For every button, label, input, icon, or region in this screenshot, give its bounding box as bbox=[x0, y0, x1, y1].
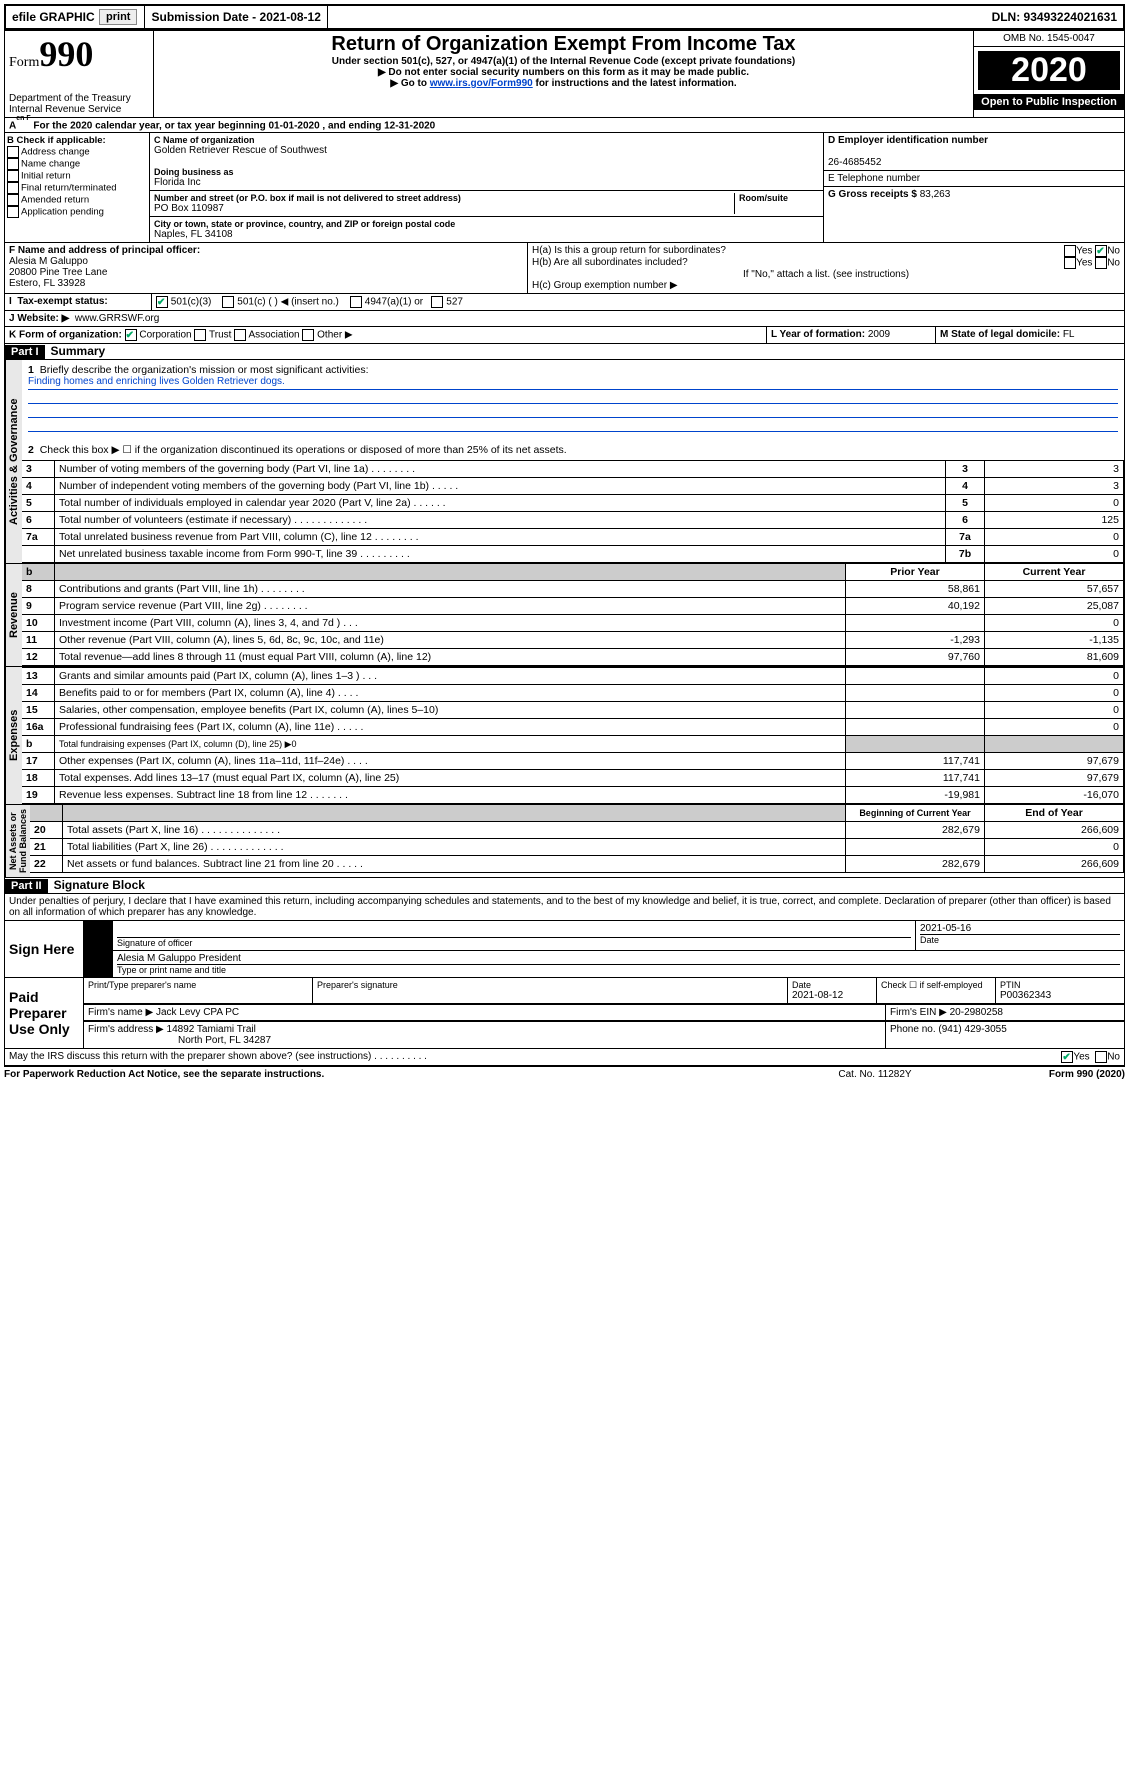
side-expenses: Expenses bbox=[5, 667, 22, 804]
subtitle-1: Under section 501(c), 527, or 4947(a)(1)… bbox=[160, 56, 967, 67]
subtitle-3: ▶ Go to www.irs.gov/Form990 for instruct… bbox=[160, 78, 967, 89]
perjury-text: Under penalties of perjury, I declare th… bbox=[4, 894, 1125, 920]
efile-label: efile GRAPHIC print bbox=[6, 6, 145, 28]
dln: DLN: 93493224021631 bbox=[986, 6, 1123, 28]
box-d: D Employer identification number 26-4685… bbox=[824, 133, 1124, 171]
box-g: G Gross receipts $ 83,263 bbox=[824, 187, 1124, 202]
omb-number: OMB No. 1545-0047 bbox=[974, 31, 1124, 47]
box-l: L Year of formation: 2009 bbox=[767, 327, 936, 343]
form-title: Return of Organization Exempt From Incom… bbox=[160, 33, 967, 56]
side-governance: Activities & Governance bbox=[5, 360, 22, 563]
firm-name: Jack Levy CPA PC bbox=[156, 1007, 239, 1018]
signature-table: Sign Here Signature of officer 2021-05-1… bbox=[4, 920, 1125, 1049]
row-klm: K Form of organization: ✔ Corporation Tr… bbox=[4, 327, 1125, 344]
box-e: E Telephone number bbox=[824, 171, 1124, 187]
street-cell: Number and street (or P.O. box if mail i… bbox=[150, 191, 823, 217]
info-block: B Check if applicable: Address change Na… bbox=[4, 133, 1125, 243]
print-button[interactable]: print bbox=[99, 9, 137, 25]
row-fh: F Name and address of principal officer:… bbox=[4, 243, 1125, 294]
mission-text: Finding homes and enriching lives Golden… bbox=[28, 376, 1118, 390]
form-header: Form990 Department of the Treasury Inter… bbox=[4, 30, 1125, 118]
expenses-block: Expenses 13Grants and similar amounts pa… bbox=[4, 667, 1125, 805]
box-b: B Check if applicable: Address change Na… bbox=[5, 133, 150, 242]
city-cell: City or town, state or province, country… bbox=[150, 217, 823, 242]
box-m: M State of legal domicile: FL bbox=[936, 327, 1124, 343]
revenue-table: bPrior YearCurrent Year 8Contributions a… bbox=[22, 564, 1124, 666]
side-revenue: Revenue bbox=[5, 564, 22, 666]
box-h: H(a) Is this a group return for subordin… bbox=[528, 243, 1124, 293]
governance-table: 3Number of voting members of the governi… bbox=[22, 460, 1124, 563]
section-a: Aen F For the 2020 calendar year, or tax… bbox=[4, 118, 1125, 133]
gross-receipts: 83,263 bbox=[920, 189, 951, 200]
part-ii-header: Part IISignature Block bbox=[4, 878, 1125, 894]
part-i-header: Part ISummary bbox=[4, 344, 1125, 360]
form-number: Form990 bbox=[9, 33, 149, 75]
netassets-table: Beginning of Current YearEnd of Year 20T… bbox=[30, 805, 1124, 873]
open-inspection: Open to Public Inspection bbox=[974, 94, 1124, 110]
submission-date: Submission Date - 2021-08-12 bbox=[145, 6, 327, 28]
row-i: I Tax-exempt status: ✔ 501(c)(3) 501(c) … bbox=[4, 294, 1125, 311]
discuss-row: May the IRS discuss this return with the… bbox=[4, 1049, 1125, 1066]
netassets-block: Net Assets orFund Balances Beginning of … bbox=[4, 805, 1125, 878]
side-netassets: Net Assets orFund Balances bbox=[5, 805, 30, 877]
expenses-table: 13Grants and similar amounts paid (Part … bbox=[22, 667, 1124, 804]
street: PO Box 110987 bbox=[154, 203, 734, 214]
box-f: F Name and address of principal officer:… bbox=[5, 243, 528, 293]
revenue-block: Revenue bPrior YearCurrent Year 8Contrib… bbox=[4, 564, 1125, 667]
part-i-body: Activities & Governance 1 Briefly descri… bbox=[4, 360, 1125, 564]
org-name: Golden Retriever Rescue of Southwest bbox=[154, 145, 819, 156]
irs-label: Internal Revenue Service bbox=[9, 104, 149, 115]
org-name-cell: C Name of organization Golden Retriever … bbox=[150, 133, 823, 191]
row-j: J Website: ▶ www.GRRSWF.org bbox=[4, 311, 1125, 327]
top-bar: efile GRAPHIC print Submission Date - 20… bbox=[4, 4, 1125, 30]
ein: 26-4685452 bbox=[828, 157, 881, 168]
dba: Florida Inc bbox=[154, 177, 819, 188]
tax-year: 2020 bbox=[974, 47, 1124, 94]
dept-treasury: Department of the Treasury bbox=[9, 93, 149, 104]
paid-preparer-label: Paid Preparer Use Only bbox=[5, 978, 84, 1049]
sign-here-label: Sign Here bbox=[5, 921, 84, 978]
irs-link[interactable]: www.irs.gov/Form990 bbox=[430, 78, 533, 89]
website-url[interactable]: www.GRRSWF.org bbox=[75, 313, 159, 324]
officer-name: Alesia M Galuppo President bbox=[117, 953, 1120, 965]
page-footer: For Paperwork Reduction Act Notice, see … bbox=[4, 1066, 1125, 1080]
city: Naples, FL 34108 bbox=[154, 229, 819, 240]
subtitle-2: ▶ Do not enter social security numbers o… bbox=[160, 67, 967, 78]
